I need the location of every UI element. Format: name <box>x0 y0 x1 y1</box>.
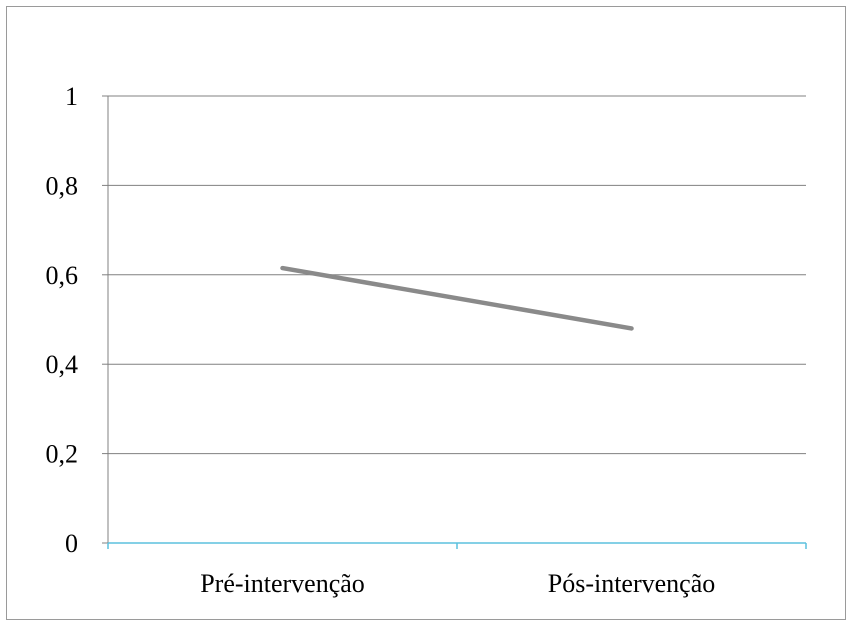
y-tick-label: 0,2 <box>46 440 79 469</box>
chart-frame <box>6 6 846 620</box>
y-tick-label: 1 <box>65 82 78 111</box>
x-tick-label: Pós-intervenção <box>548 569 716 598</box>
x-tick-labels: Pré-intervenção Pós-intervenção <box>200 569 715 598</box>
y-tick-labels: 0 0,2 0,4 0,6 0,8 1 <box>46 82 79 558</box>
x-tick-label: Pré-intervenção <box>200 569 365 598</box>
gridlines <box>108 95 806 455</box>
y-tick-label: 0,8 <box>46 171 79 200</box>
axes <box>102 95 807 549</box>
series <box>280 265 634 331</box>
y-tick-label: 0,6 <box>46 261 79 290</box>
y-tick-label: 0,4 <box>46 350 79 379</box>
series-line <box>280 265 634 331</box>
y-tick-label: 0 <box>65 529 78 558</box>
